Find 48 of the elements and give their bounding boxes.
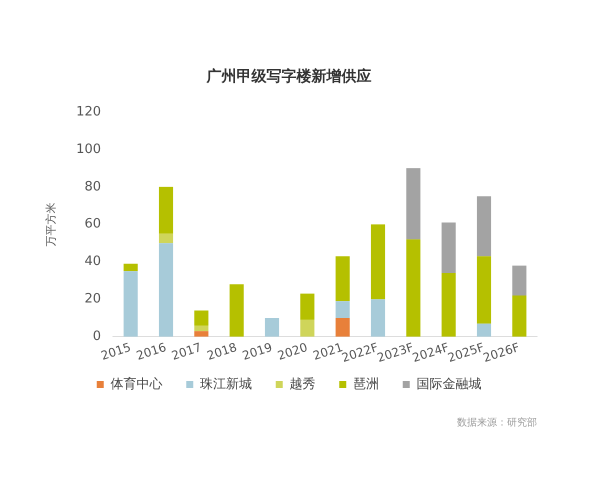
legend-label: 国际金融城 xyxy=(416,376,482,392)
bar xyxy=(194,331,208,337)
bar xyxy=(476,256,492,324)
x-tick-label: 2015 xyxy=(99,340,133,363)
x-tick-label: 2020 xyxy=(276,340,310,363)
x-tick-label: 2016 xyxy=(134,340,168,363)
y-tick-label: 20 xyxy=(84,292,102,307)
legend-label: 琶洲 xyxy=(352,376,379,392)
bar xyxy=(300,294,314,320)
bar xyxy=(336,301,350,318)
x-tick-label: 2026F xyxy=(481,340,522,365)
y-tick-label: 100 xyxy=(76,142,102,157)
y-tick-label: 0 xyxy=(92,329,102,344)
bar xyxy=(476,324,492,337)
bar xyxy=(158,243,174,337)
chart-title: 广州甲级写字楼新增供应 xyxy=(206,66,372,85)
y-axis-title: 万平方米 xyxy=(44,202,58,246)
x-tick-label: 2017 xyxy=(170,340,204,363)
bar xyxy=(230,284,244,337)
bar xyxy=(158,186,174,234)
bar xyxy=(370,299,386,337)
bar xyxy=(442,222,456,274)
bar xyxy=(476,196,492,256)
bar xyxy=(336,318,350,337)
bar xyxy=(194,326,208,332)
legend-label: 越秀 xyxy=(289,376,316,392)
y-tick-label: 60 xyxy=(84,216,102,232)
source-note: 数据来源：研究部 xyxy=(457,416,537,429)
bar xyxy=(300,320,314,337)
bar xyxy=(124,264,138,272)
y-tick-label: 80 xyxy=(84,179,102,194)
legend-label: 体育中心 xyxy=(110,376,162,392)
bar xyxy=(336,256,350,302)
bar xyxy=(406,168,420,240)
y-tick-label: 40 xyxy=(84,254,102,270)
bar xyxy=(370,224,386,300)
bar xyxy=(124,271,138,337)
legend-label: 珠江新城 xyxy=(200,376,252,392)
bar xyxy=(264,318,280,337)
bar xyxy=(442,273,456,337)
bar xyxy=(512,296,526,337)
bar xyxy=(512,266,526,296)
bar xyxy=(158,234,174,244)
x-tick-label: 2018 xyxy=(205,340,239,363)
y-tick-label: 120 xyxy=(76,104,102,120)
bar xyxy=(194,310,208,326)
bar xyxy=(406,239,420,337)
x-tick-label: 2019 xyxy=(240,340,274,363)
